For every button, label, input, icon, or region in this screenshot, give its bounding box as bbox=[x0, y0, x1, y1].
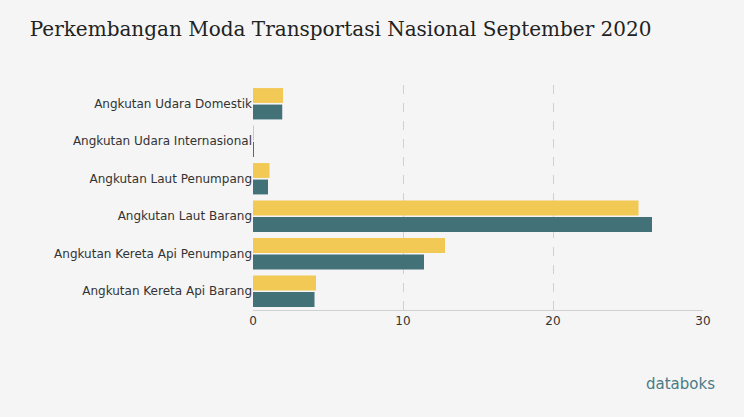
svg-text:Angkutan Laut Penumpang: Angkutan Laut Penumpang bbox=[89, 172, 252, 186]
svg-text:Angkutan Kereta Api Penumpang: Angkutan Kereta Api Penumpang bbox=[54, 247, 252, 261]
svg-text:Angkutan Udara Domestik: Angkutan Udara Domestik bbox=[94, 97, 252, 111]
svg-text:Angkutan Udara Internasional: Angkutan Udara Internasional bbox=[73, 134, 252, 148]
svg-text:20: 20 bbox=[545, 314, 560, 328]
svg-text:10: 10 bbox=[395, 314, 410, 328]
svg-text:30: 30 bbox=[695, 314, 710, 328]
svg-text:Angkutan Laut Barang: Angkutan Laut Barang bbox=[118, 209, 252, 223]
svg-text:Angkutan Kereta Api Barang: Angkutan Kereta Api Barang bbox=[82, 284, 252, 298]
svg-text:databoks: databoks bbox=[646, 375, 715, 393]
svg-text:Perkembangan Moda Transportasi: Perkembangan Moda Transportasi Nasional … bbox=[30, 17, 652, 41]
svg-text:0: 0 bbox=[249, 314, 257, 328]
